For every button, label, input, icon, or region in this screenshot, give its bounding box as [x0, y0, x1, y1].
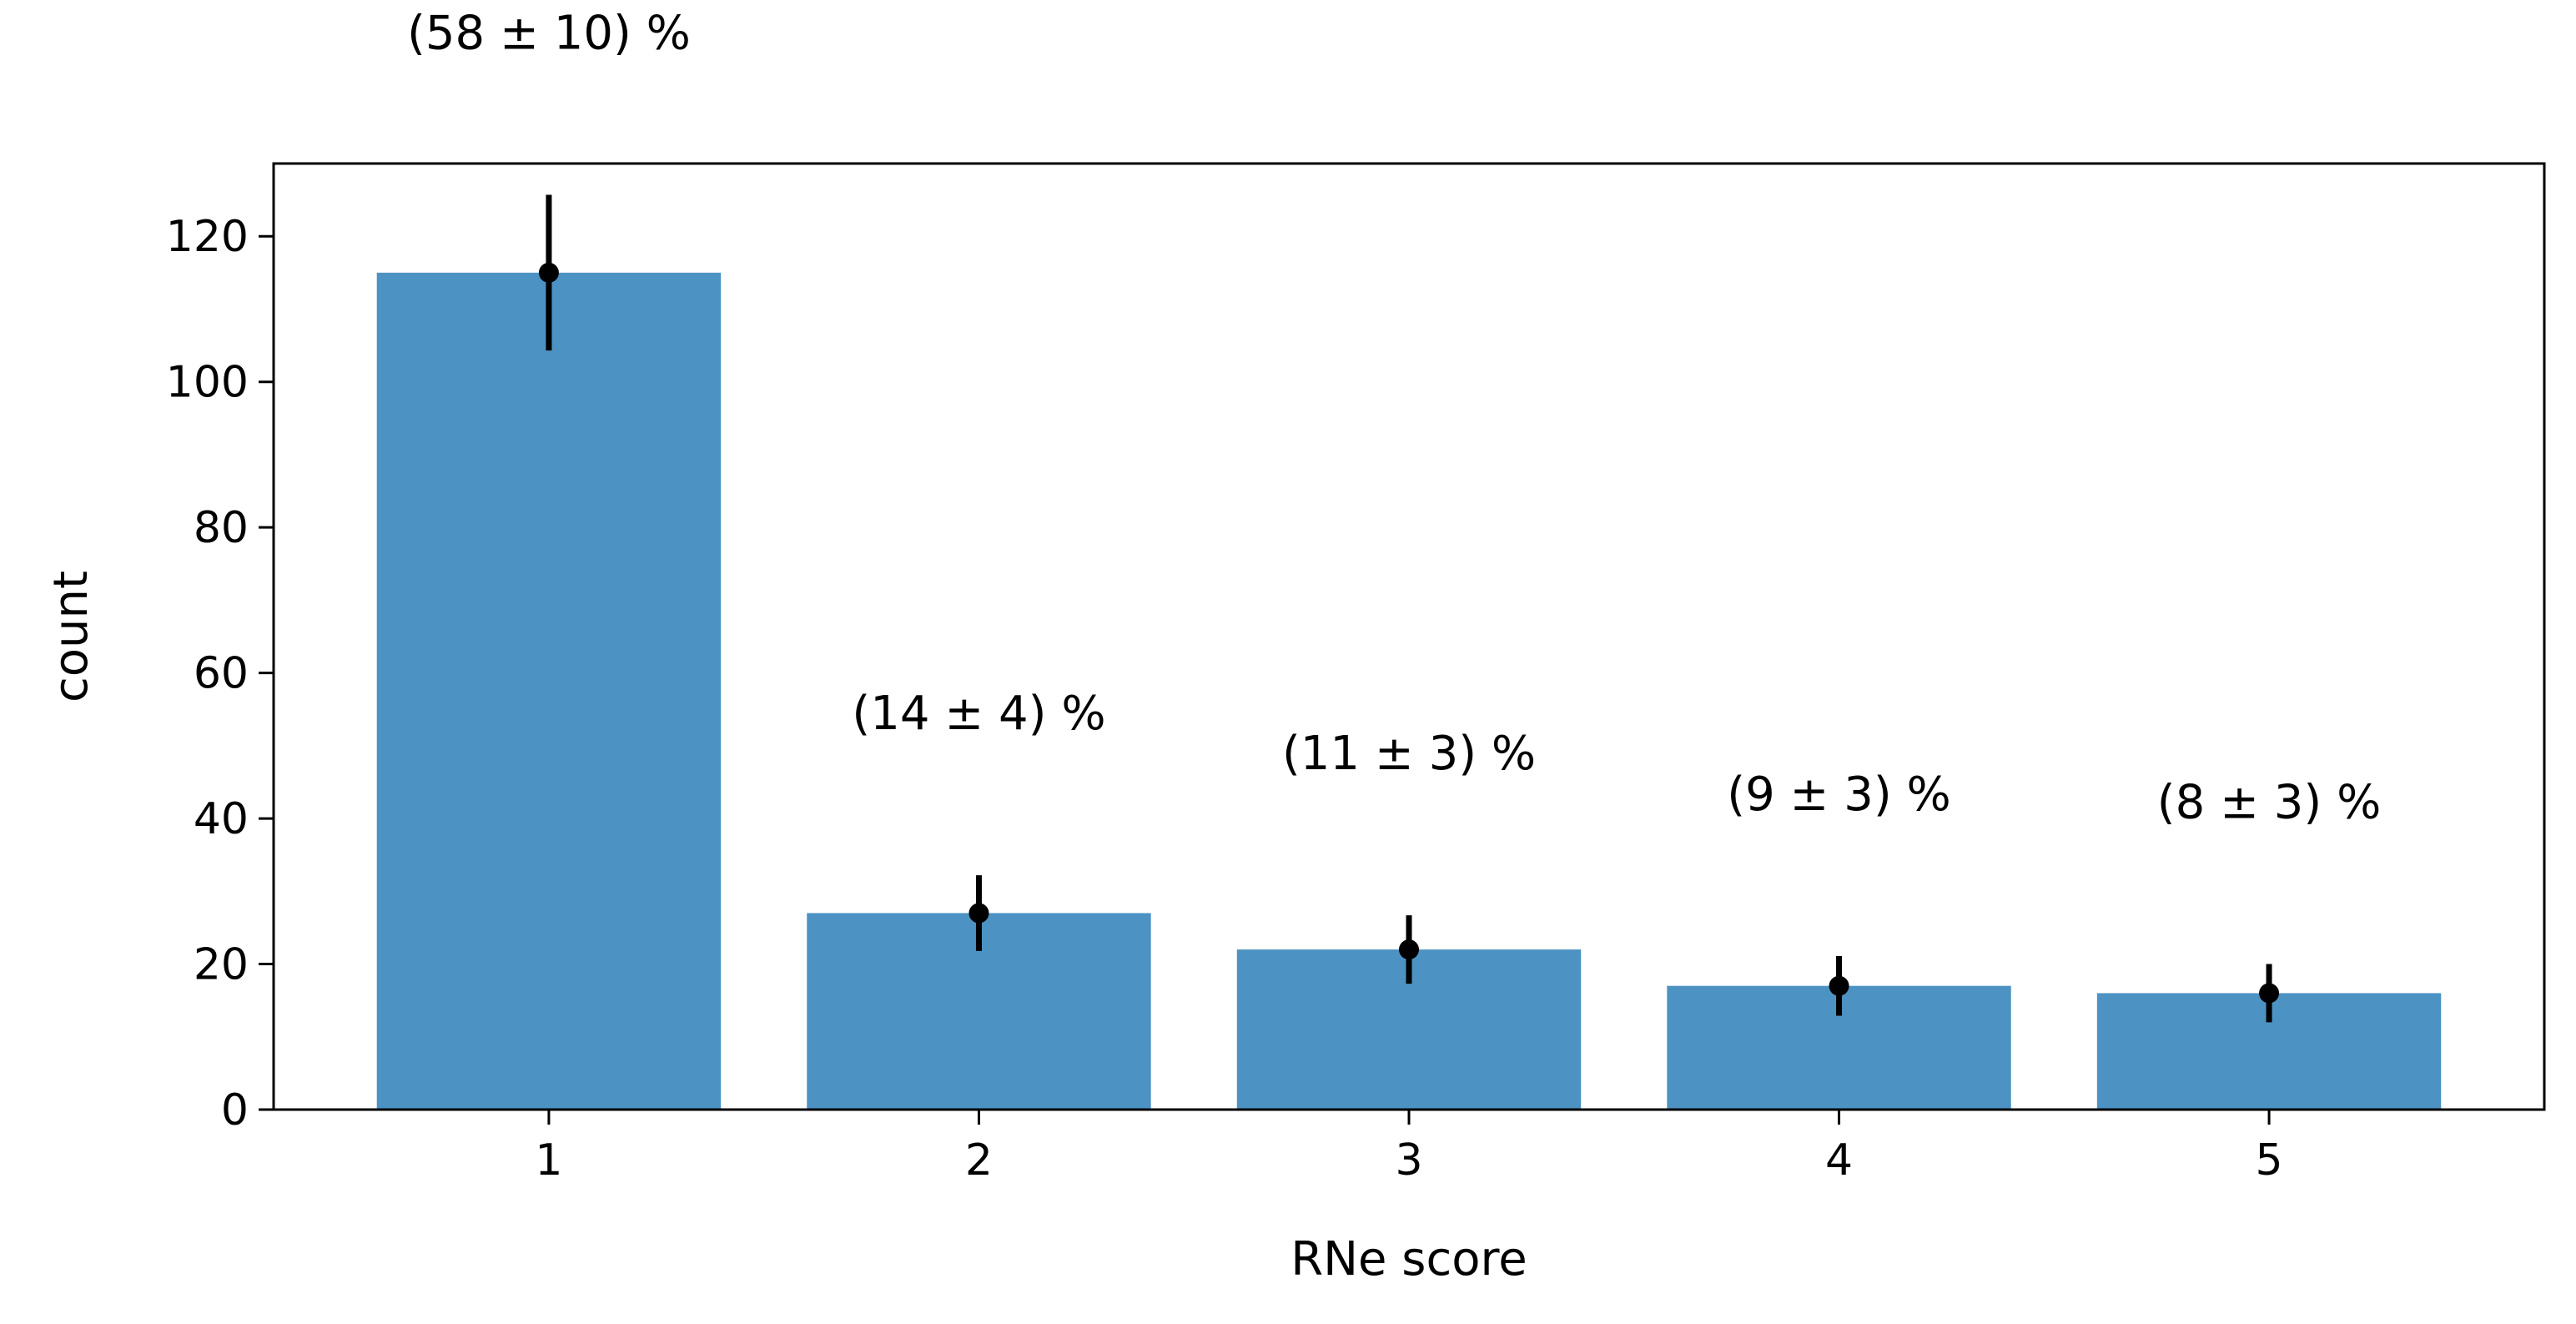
bar-1 [376, 272, 722, 1110]
x-axis: 1 2 3 4 5 [535, 1110, 2283, 1186]
errorbar-point-3 [1399, 939, 1419, 960]
x-axis-label: RNe score [1291, 1232, 1527, 1286]
percentage-label-3: (11 ± 3) % [1282, 727, 1536, 781]
percentage-label-4: (9 ± 3) % [1727, 768, 1951, 822]
bars-layer [376, 272, 2442, 1110]
y-tick-label-60: 60 [194, 649, 249, 699]
y-tick-label-100: 100 [166, 358, 249, 408]
errorbar-point-5 [2259, 983, 2280, 1004]
x-tick-label-1: 1 [535, 1135, 562, 1186]
errorbars-layer [538, 194, 2280, 1023]
percentage-label-5: (8 ± 3) % [2157, 776, 2382, 830]
percentage-label-1: (58 ± 10) % [407, 7, 691, 61]
x-tick-label-5: 5 [2256, 1135, 2283, 1186]
errorbar-point-1 [538, 262, 559, 283]
y-tick-label-20: 20 [194, 940, 249, 990]
y-tick-label-120: 120 [166, 212, 249, 262]
x-tick-label-2: 2 [965, 1135, 993, 1186]
x-tick-label-4: 4 [1825, 1135, 1853, 1186]
y-axis: 0 20 40 60 80 100 120 [166, 212, 274, 1135]
annotations-layer: (58 ± 10) % (14 ± 4) % (11 ± 3) % (9 ± 3) %… [407, 7, 2381, 830]
errorbar-point-4 [1829, 975, 1849, 996]
y-tick-label-80: 80 [194, 503, 249, 553]
y-axis-label: count [44, 571, 98, 702]
percentage-label-2: (14 ± 4) % [852, 687, 1105, 741]
x-tick-label-3: 3 [1395, 1135, 1422, 1186]
y-tick-label-0: 0 [221, 1085, 249, 1135]
errorbar-point-2 [969, 903, 989, 924]
y-tick-label-40: 40 [194, 794, 249, 844]
